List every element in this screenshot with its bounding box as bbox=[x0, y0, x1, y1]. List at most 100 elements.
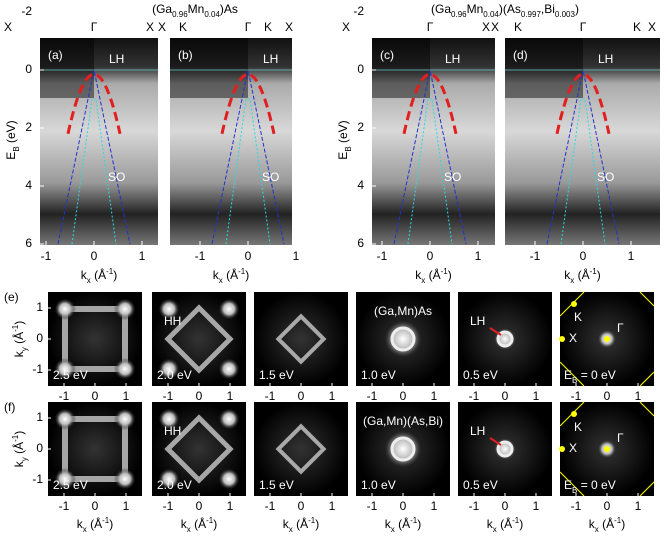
symmetry-point: K bbox=[264, 20, 272, 34]
text-part: -1 bbox=[590, 267, 598, 276]
text-part: E bbox=[564, 478, 572, 492]
x-tick-label: 1 bbox=[227, 389, 234, 403]
gamma-label: Γ bbox=[617, 321, 624, 335]
row-label: (e) bbox=[4, 290, 19, 304]
row-label: (f) bbox=[4, 400, 15, 414]
lh-pointer bbox=[489, 437, 502, 446]
text-part: (Å bbox=[223, 267, 238, 282]
text-part: k bbox=[385, 517, 392, 531]
hh-model bbox=[57, 69, 131, 245]
text-part: y bbox=[20, 457, 29, 461]
text-part: (Å bbox=[599, 516, 614, 531]
energy-label: 1.5 eV bbox=[259, 368, 294, 382]
text-part: (Å bbox=[425, 267, 440, 282]
text-part: x bbox=[421, 276, 425, 285]
x-tick-label: 0 bbox=[196, 499, 203, 513]
text-part: )As bbox=[220, 2, 238, 16]
symmetry-point: X bbox=[285, 20, 293, 34]
x-tick-label: -1 bbox=[469, 499, 480, 513]
band-image-shade bbox=[40, 38, 94, 98]
text-part: (Å bbox=[395, 516, 410, 531]
map-ring bbox=[275, 313, 327, 365]
text-part: B bbox=[572, 486, 577, 495]
text-part: x bbox=[595, 525, 599, 534]
y-tick-label: 6 bbox=[357, 236, 364, 250]
text-part: (Å bbox=[11, 442, 26, 457]
text-part: x bbox=[570, 276, 574, 285]
x-tick-label: 0 bbox=[298, 389, 305, 403]
y-tick-label: 0 bbox=[36, 441, 43, 455]
y-tick-label: -2 bbox=[353, 4, 364, 18]
y-tick-label: 0 bbox=[357, 62, 364, 76]
x-tick-label: 0 bbox=[400, 389, 407, 403]
text-part: 0.96 bbox=[172, 10, 188, 19]
text-part: x bbox=[289, 525, 293, 534]
x-tick-label: 1 bbox=[628, 249, 635, 263]
x-tick-label: 1 bbox=[227, 499, 234, 513]
map-spot bbox=[54, 298, 76, 320]
x-tick-label: 1 bbox=[635, 499, 642, 513]
text-part: x bbox=[493, 525, 497, 534]
energy-label: 1.0 eV bbox=[361, 368, 396, 382]
x-tick-label: -1 bbox=[265, 499, 276, 513]
text-part: = 0 eV bbox=[577, 478, 615, 492]
band-image bbox=[372, 38, 495, 245]
so-model bbox=[225, 98, 271, 245]
map-spot bbox=[218, 408, 240, 430]
x-tick-label: 0 bbox=[92, 499, 99, 513]
x-label: X bbox=[569, 331, 577, 345]
panel-label: (b) bbox=[178, 48, 193, 62]
text-part: (Ga bbox=[152, 2, 172, 16]
panel-label: (d) bbox=[513, 48, 528, 62]
map-spot bbox=[218, 468, 240, 490]
x-tick-label: -1 bbox=[571, 389, 582, 403]
symmetry-point: X bbox=[482, 20, 490, 34]
panel-label: (a) bbox=[48, 48, 63, 62]
x-tick-label: 1 bbox=[431, 389, 438, 403]
text-part: ) bbox=[417, 517, 421, 531]
map-spot bbox=[158, 408, 180, 430]
text-part: -1 bbox=[11, 434, 20, 442]
map-image bbox=[254, 402, 348, 496]
text-part: -1 bbox=[410, 516, 418, 525]
y-tick-label: 4 bbox=[25, 178, 32, 192]
eb-label: EB = 0 eV bbox=[564, 368, 616, 384]
x-tick-label: 1 bbox=[293, 249, 300, 263]
energy-label: 2.0 eV bbox=[157, 368, 192, 382]
text-part: -1 bbox=[512, 516, 520, 525]
x-tick-label: -1 bbox=[59, 389, 70, 403]
symmetry-point: Γ bbox=[580, 20, 587, 34]
x-tick-label: -1 bbox=[59, 499, 70, 513]
map-ring bbox=[390, 436, 416, 462]
k-dot bbox=[571, 411, 577, 417]
text-part: (Å bbox=[293, 516, 308, 531]
text-part: (Å bbox=[497, 516, 512, 531]
x-tick-label: 1 bbox=[123, 499, 130, 513]
text-part: B bbox=[344, 146, 353, 151]
text-part: k bbox=[487, 517, 494, 531]
map-ring bbox=[62, 416, 128, 482]
x-tick-label: 1 bbox=[123, 389, 130, 403]
text-part: k bbox=[181, 517, 188, 531]
text-part: ) bbox=[12, 321, 26, 325]
text-part: ) bbox=[213, 517, 217, 531]
x-label: X bbox=[569, 441, 577, 455]
text-part: (Å bbox=[91, 267, 106, 282]
map-spot bbox=[218, 358, 240, 380]
x-tick-label: -1 bbox=[265, 389, 276, 403]
text-part: x bbox=[87, 276, 91, 285]
y-tick-label: 6 bbox=[25, 236, 32, 250]
so-label: SO bbox=[597, 170, 614, 184]
x-tick-label: -1 bbox=[195, 249, 206, 263]
text-part: 0.96 bbox=[451, 10, 467, 19]
text-part: -1 bbox=[206, 516, 214, 525]
text-part: (Ga bbox=[431, 2, 451, 16]
x-axis-label: kx (Å-1) bbox=[415, 267, 451, 285]
text-part: ) bbox=[621, 517, 625, 531]
so-label: SO bbox=[108, 170, 125, 184]
x-tick-label: 0 bbox=[427, 249, 434, 263]
title-left: (Ga0.96Mn0.04)As bbox=[152, 2, 238, 18]
text-part: Mn bbox=[188, 2, 205, 16]
map-image bbox=[254, 292, 348, 386]
text-part: -1 bbox=[106, 267, 114, 276]
